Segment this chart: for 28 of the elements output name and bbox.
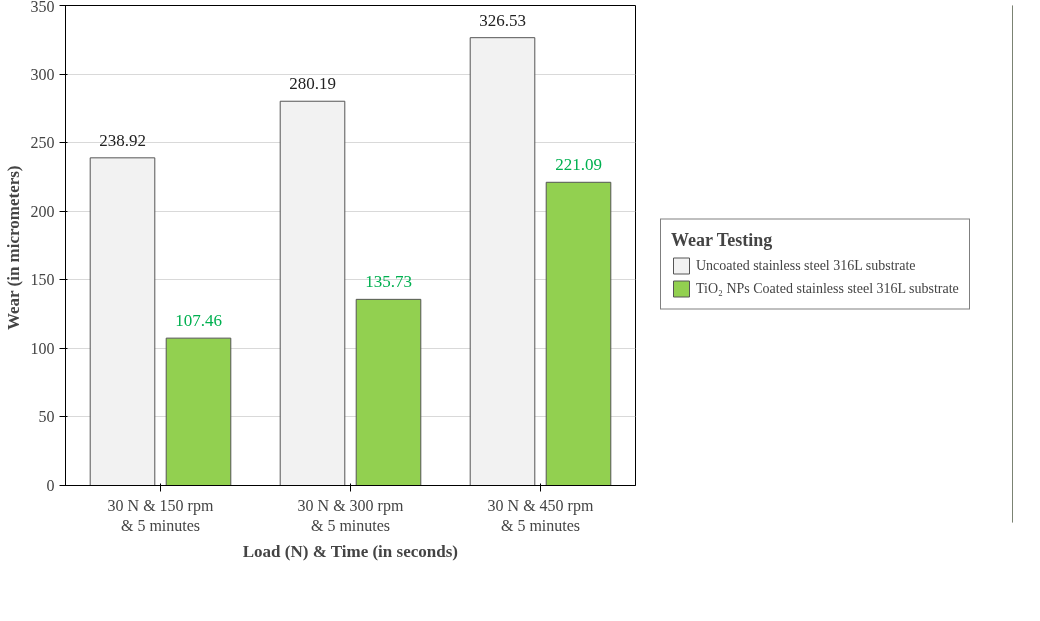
x-tick-label: 30 N & 450 rpm & 5 minutes: [487, 496, 594, 534]
y-tick-label: 250: [30, 134, 55, 152]
x-tick-label: 30 N & 150 rpm & 5 minutes: [107, 496, 214, 534]
bar: [165, 337, 232, 486]
data-label: 280.19: [289, 74, 336, 94]
bar: [545, 181, 612, 486]
bar: [279, 100, 346, 486]
legend-title: Wear Testing: [671, 229, 774, 250]
bar: [355, 298, 422, 486]
bar: [469, 37, 536, 486]
y-tick-label: 150: [30, 271, 55, 289]
y-tick-label: 0: [46, 477, 55, 494]
data-label: 238.92: [99, 130, 146, 150]
x-tick-label: 30 N & 300 rpm & 5 minutes: [297, 496, 404, 534]
legend-label: TiO₂ NPs Coated stainless steel 316L substrate: [696, 280, 959, 296]
y-tick-label: 300: [30, 65, 55, 83]
bar: [89, 157, 156, 486]
y-tick-label: 200: [30, 202, 55, 220]
y-axis-title: Wear (in micrometers): [3, 165, 23, 331]
x-axis-title: Load (N) & Time (in seconds): [242, 541, 458, 561]
y-tick-label: 50: [38, 408, 55, 426]
legend-label: Uncoated stainless steel 316L substrate: [696, 257, 916, 273]
data-label: 135.73: [365, 272, 412, 292]
data-label: 221.09: [555, 155, 602, 175]
data-label: 326.53: [479, 10, 526, 30]
y-tick-label: 350: [30, 0, 55, 15]
data-label: 107.46: [175, 311, 222, 331]
y-tick-label: 100: [30, 339, 55, 357]
